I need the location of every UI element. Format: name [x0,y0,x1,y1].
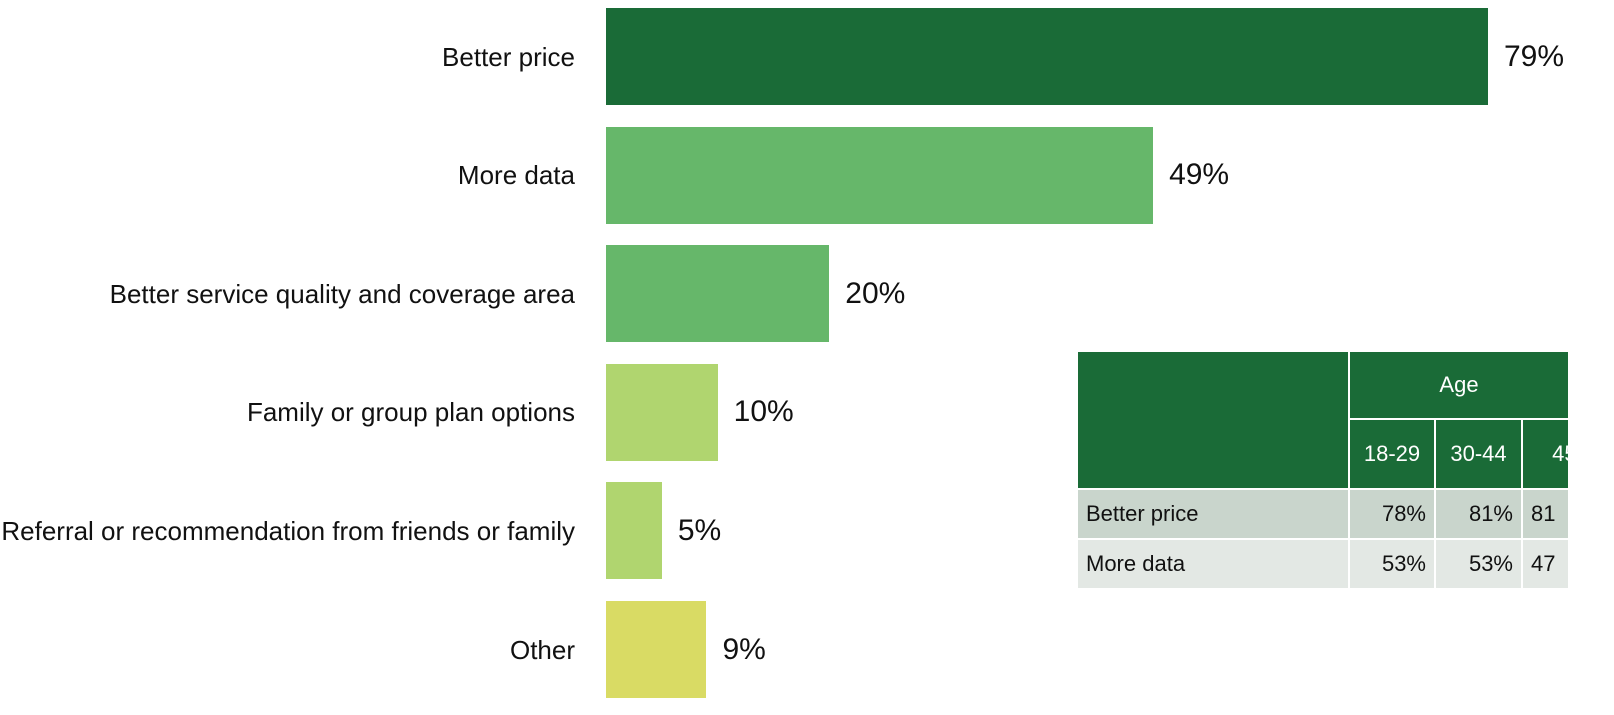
group-header: Age [1350,352,1568,418]
value-label: 20% [845,276,906,310]
bar [606,126,1154,224]
bar [606,245,830,343]
cell-value: 53% [1350,540,1434,588]
category-label: Referral or recommendation from friends … [1,515,575,546]
bar [606,363,718,461]
column-header: 18-29 [1350,420,1434,488]
category-label: Better service quality and coverage area [109,278,575,309]
cell-value: 53% [1436,540,1521,588]
bar [606,601,707,698]
value-label: 49% [1169,158,1230,192]
row-label: More data [1078,540,1348,588]
category-label: Other [509,634,575,665]
category-label: More data [457,160,575,191]
category-label: Better price [442,41,575,72]
column-header: 30-44 [1436,420,1521,488]
bar [606,8,1488,105]
value-label: 79% [1504,39,1565,73]
bar [606,482,662,580]
category-label: Family or group plan options [246,397,575,428]
cell-value: 78% [1350,490,1434,538]
value-label: 10% [733,395,794,429]
column-header: 45- [1523,420,1568,488]
row-label: Better price [1078,490,1348,538]
value-label: 9% [722,632,766,666]
cell-value: 81% [1436,490,1521,538]
header-cell [1078,352,1348,488]
cell-value: 47 [1523,540,1568,588]
cell-value: 81 [1523,490,1568,538]
value-label: 5% [677,513,722,547]
